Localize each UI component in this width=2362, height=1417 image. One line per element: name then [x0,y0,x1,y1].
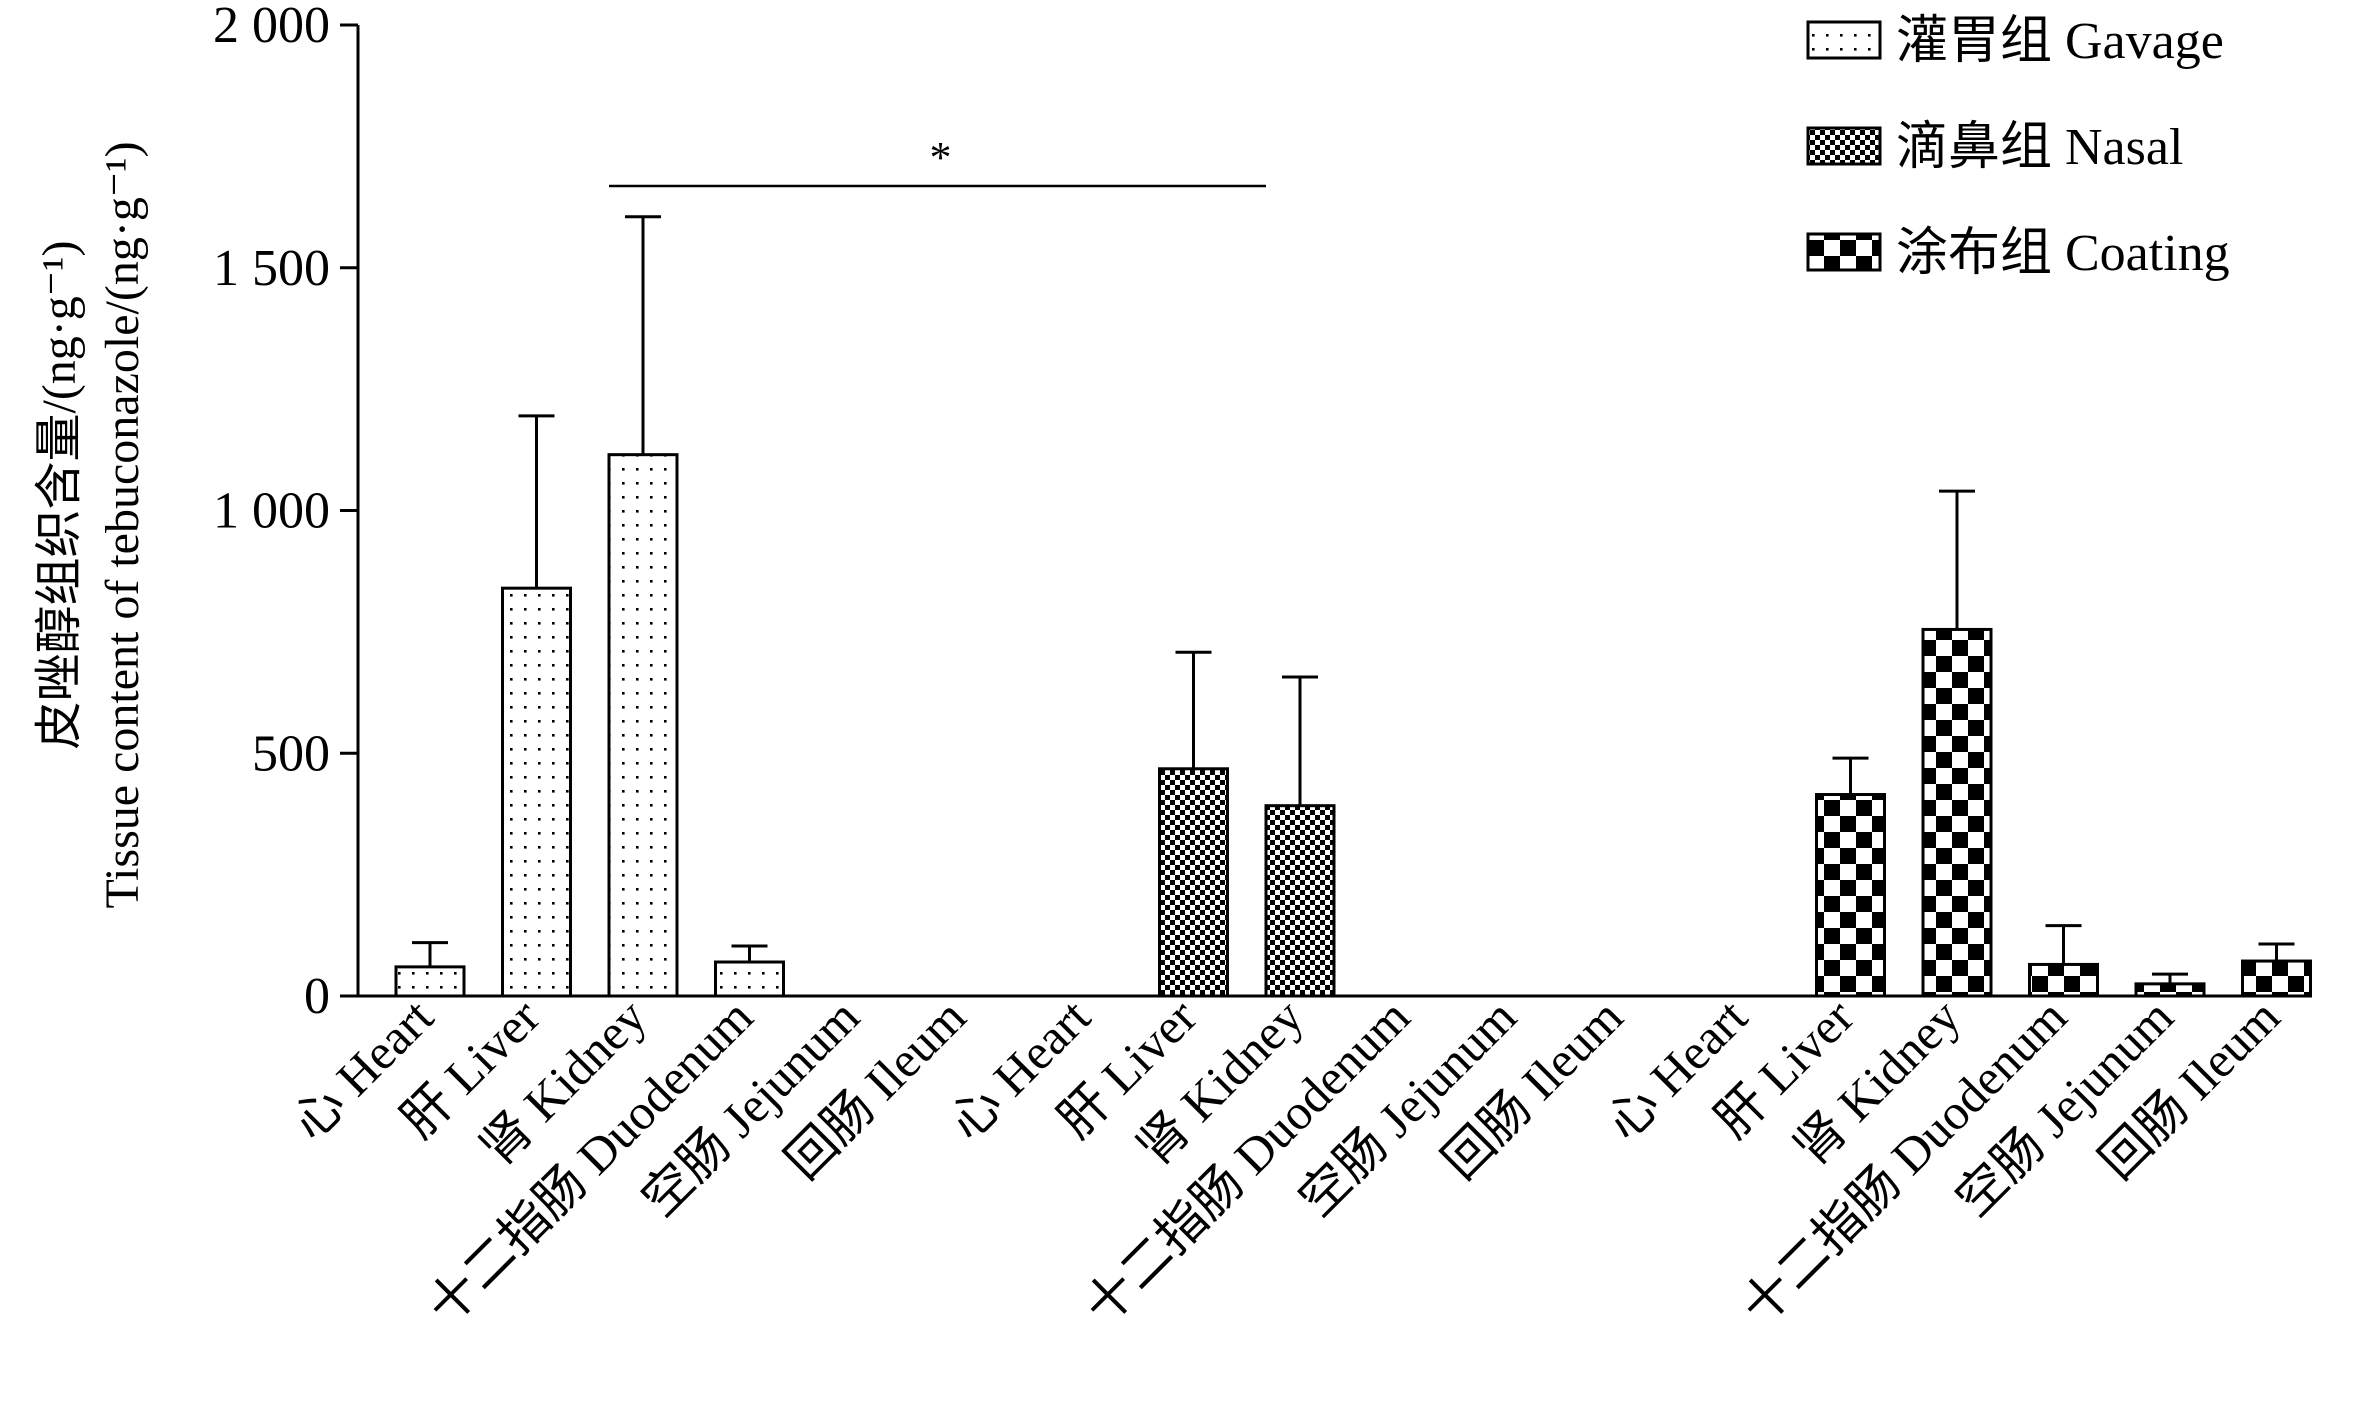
bar [2241,959,2312,998]
y-axis-title: 皮唑醇组织含量/(ng·g⁻¹) Tissue content of tebuc… [33,141,149,908]
legend-label: 灌胃组 Gavage [1896,13,2224,70]
legend-swatch [1806,20,1882,60]
y-tick-label: 2 000 [213,0,330,54]
bar [607,453,679,998]
y-tick-label: 0 [304,968,330,1025]
bar [501,586,572,998]
bar [1158,767,1229,998]
significance-marker: * [930,133,952,182]
legend: 灌胃组 Gavage 滴鼻组 Nasal 涂布组 Coating [1806,13,2230,282]
significance-annotations: * [609,133,1266,188]
bar [1264,804,1336,998]
bar [1921,627,1993,998]
bar [394,965,466,998]
bars [394,453,2312,998]
y-ticks: 0 500 1 000 1 500 2 000 [213,0,358,1025]
y-tick-label: 500 [252,725,330,782]
legend-label: 滴鼻组 Nasal [1896,119,2183,176]
legend-label: 涂布组 Coating [1896,225,2230,282]
y-tick-label: 1 500 [213,240,330,297]
legend-swatch [1806,232,1882,272]
bar [1815,793,1886,998]
bar [714,960,785,998]
error-bars [412,215,2295,984]
y-axis-title-line2: Tissue content of tebuconazole/(ng·g⁻¹) [96,141,149,908]
legend-swatch [1806,126,1882,166]
y-axis-title-line1: 皮唑醇组织含量/(ng·g⁻¹) [33,240,86,749]
y-tick-label: 1 000 [213,483,330,540]
